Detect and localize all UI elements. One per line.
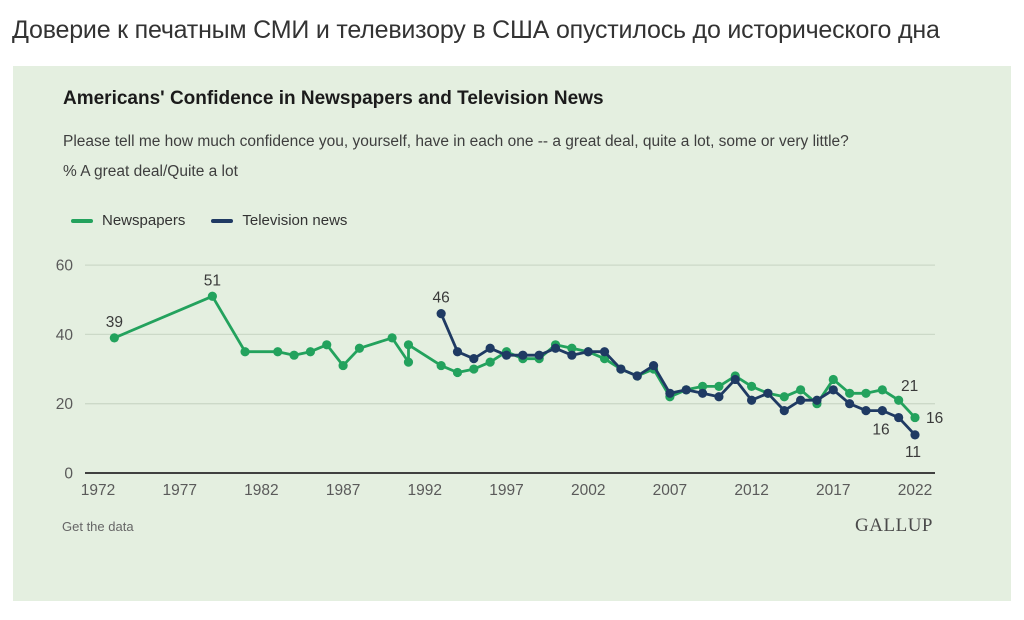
svg-text:21: 21 — [901, 378, 918, 395]
svg-text:1982: 1982 — [244, 482, 278, 499]
svg-text:2012: 2012 — [734, 482, 768, 499]
svg-text:46: 46 — [433, 290, 450, 307]
newspapers-line-swatch — [71, 218, 93, 223]
gallup-chart-card: Americans' Confidence in Newspapers and … — [13, 66, 1011, 601]
legend-item-newspapers: Newspapers — [71, 212, 185, 229]
svg-text:20: 20 — [56, 396, 74, 413]
chart-footer: Get the data GALLUP — [62, 515, 933, 537]
svg-text:2007: 2007 — [653, 482, 687, 499]
svg-text:1972: 1972 — [81, 482, 115, 499]
svg-text:1977: 1977 — [162, 482, 196, 499]
svg-text:0: 0 — [64, 466, 73, 483]
measure-label: % A great deal/Quite a lot — [63, 163, 238, 180]
svg-text:16: 16 — [872, 422, 889, 439]
gallup-logo: GALLUP — [855, 515, 933, 536]
get-the-data-link[interactable]: Get the data — [62, 518, 134, 534]
svg-text:11: 11 — [905, 444, 921, 461]
television-news-line-swatch — [211, 218, 234, 223]
svg-text:1987: 1987 — [326, 482, 360, 499]
svg-text:2022: 2022 — [898, 482, 932, 499]
confidence-line-chart: 0 20 40 60 1972 1977 1982 1987 1992 1997 2002 2007 2… — [56, 258, 944, 499]
svg-text:39: 39 — [106, 314, 123, 331]
legend-item-television-news: Television news — [211, 212, 347, 229]
svg-text:1997: 1997 — [489, 482, 523, 499]
chart-legend: Newspapers Television news — [71, 212, 961, 229]
svg-text:2017: 2017 — [816, 482, 850, 499]
legend-label-newspapers: Newspapers — [102, 212, 186, 229]
article-headline: Доверие к печатным СМИ и телевизору в СШ… — [12, 16, 940, 44]
survey-question: Please tell me how much confidence you, … — [63, 133, 849, 150]
legend-label-television-news: Television news — [242, 212, 348, 229]
svg-text:16: 16 — [926, 410, 943, 427]
svg-text:1992: 1992 — [408, 482, 442, 499]
svg-text:60: 60 — [56, 258, 74, 275]
svg-text:2002: 2002 — [571, 482, 605, 499]
chart-title: Americans' Confidence in Newspapers and … — [63, 88, 604, 109]
svg-text:40: 40 — [56, 327, 74, 344]
svg-text:51: 51 — [204, 272, 221, 289]
